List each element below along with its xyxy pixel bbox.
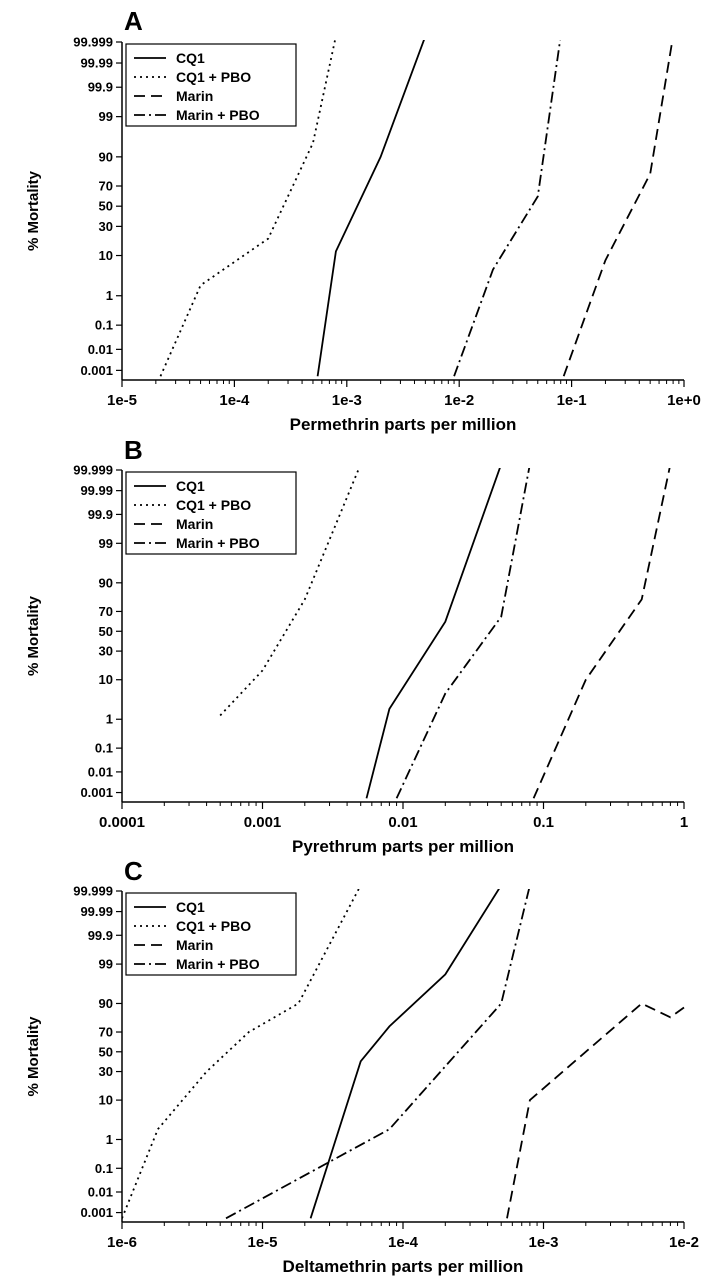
y-tick-label: 70 (99, 1025, 113, 1040)
y-tick-label: 99.99 (80, 904, 113, 919)
x-tick-label: 1e-5 (247, 1234, 277, 1251)
series-line-cq1-pbo (219, 468, 361, 717)
y-tick-label: 0.1 (95, 1161, 113, 1176)
series-line-marin-pbo (225, 889, 530, 1220)
series-line-marin-pbo (453, 40, 562, 377)
series-line-marin-pbo (395, 468, 531, 799)
panel-letter: C (124, 856, 143, 886)
x-axis-label: Permethrin parts per million (290, 415, 517, 434)
x-tick-label: 1e-2 (444, 392, 474, 409)
panel-letter: B (124, 435, 143, 465)
x-tick-label: 1e-4 (219, 392, 250, 409)
y-tick-label: 0.001 (80, 363, 113, 378)
legend-label: Marin (176, 937, 213, 953)
series-line-cq1 (365, 468, 501, 799)
y-tick-label: 30 (99, 1064, 113, 1079)
x-tick-label: 0.0001 (99, 814, 145, 831)
x-tick-label: 1e+0 (667, 392, 701, 409)
series-line-cq1 (309, 889, 500, 1219)
x-tick-label: 0.001 (244, 814, 282, 831)
legend-label: CQ1 + PBO (176, 497, 251, 513)
y-tick-label: 70 (99, 604, 113, 619)
y-tick-label: 99.99 (80, 483, 113, 498)
legend: CQ1 CQ1 + PBO Marin Marin + PBO (125, 43, 297, 127)
y-tick-label: 10 (99, 672, 113, 687)
panel-letter: A (124, 6, 143, 36)
y-tick-label: 0.01 (88, 342, 113, 357)
legend: CQ1 CQ1 + PBO Marin Marin + PBO (125, 471, 297, 555)
y-tick-label: 1 (106, 1132, 113, 1147)
x-tick-label: 1e-3 (528, 1234, 558, 1251)
legend-label: Marin + PBO (176, 956, 260, 972)
series-line-marin (532, 468, 671, 799)
x-tick-label: 0.01 (388, 814, 417, 831)
y-tick-label: 99.999 (73, 35, 113, 50)
y-tick-label: 50 (99, 199, 113, 214)
y-tick-label: 90 (99, 149, 113, 164)
y-axis-label: % Mortality (25, 1016, 42, 1097)
panel-A: A99.99999.9999.999907050301010.10.010.00… (25, 6, 701, 434)
y-tick-label: 99.999 (73, 884, 113, 899)
y-tick-label: 99 (99, 536, 113, 551)
x-tick-label: 1 (680, 814, 688, 831)
legend-label: Marin (176, 88, 213, 104)
y-tick-label: 0.001 (80, 1205, 113, 1220)
y-tick-label: 99.9 (88, 80, 113, 95)
y-tick-label: 70 (99, 178, 113, 193)
y-tick-label: 30 (99, 219, 113, 234)
series-line-cq1-pbo (159, 40, 336, 377)
x-tick-label: 1e-6 (107, 1234, 137, 1251)
y-tick-label: 1 (106, 712, 113, 727)
legend-label: Marin (176, 516, 213, 532)
legend-label: Marin + PBO (176, 107, 260, 123)
legend-label: CQ1 (176, 478, 205, 494)
legend-label: Marin + PBO (176, 535, 260, 551)
y-tick-label: 0.01 (88, 764, 113, 779)
series-line-cq1 (316, 40, 425, 377)
x-tick-label: 1e-4 (388, 1234, 419, 1251)
x-tick-label: 1e-1 (557, 392, 587, 409)
y-tick-label: 90 (99, 575, 113, 590)
x-tick-label: 1e-3 (332, 392, 362, 409)
y-tick-label: 30 (99, 644, 113, 659)
x-axis-label: Deltamethrin parts per million (283, 1257, 524, 1276)
y-tick-label: 50 (99, 1044, 113, 1059)
y-tick-label: 0.1 (95, 741, 113, 756)
series-line-marin (506, 1002, 685, 1219)
x-axis-label: Pyrethrum parts per million (292, 837, 514, 856)
y-axis-label: % Mortality (25, 170, 42, 251)
y-tick-label: 99.9 (88, 507, 113, 522)
legend-label: CQ1 + PBO (176, 918, 251, 934)
y-tick-label: 10 (99, 1093, 113, 1108)
legend: CQ1 CQ1 + PBO Marin Marin + PBO (125, 892, 297, 976)
y-tick-label: 50 (99, 624, 113, 639)
y-tick-label: 1 (106, 288, 113, 303)
y-tick-label: 0.001 (80, 785, 113, 800)
y-tick-label: 10 (99, 248, 113, 263)
y-tick-label: 99 (99, 109, 113, 124)
x-tick-label: 1e-5 (107, 392, 137, 409)
legend-label: CQ1 + PBO (176, 69, 251, 85)
legend-label: CQ1 (176, 899, 205, 915)
y-tick-label: 0.01 (88, 1184, 113, 1199)
y-tick-label: 99.9 (88, 928, 113, 943)
y-tick-label: 0.1 (95, 318, 113, 333)
y-axis-label: % Mortality (25, 595, 42, 676)
y-tick-label: 99 (99, 957, 113, 972)
series-line-marin (562, 40, 674, 377)
y-tick-label: 99.999 (73, 463, 113, 478)
panel-C: C99.99999.9999.999907050301010.10.010.00… (25, 856, 699, 1276)
x-tick-label: 1e-2 (669, 1234, 699, 1251)
y-tick-label: 99.99 (80, 56, 113, 71)
legend-label: CQ1 (176, 50, 205, 66)
x-tick-label: 0.1 (533, 814, 554, 831)
y-tick-label: 90 (99, 996, 113, 1011)
panel-B: B99.99999.9999.999907050301010.10.010.00… (25, 435, 688, 856)
